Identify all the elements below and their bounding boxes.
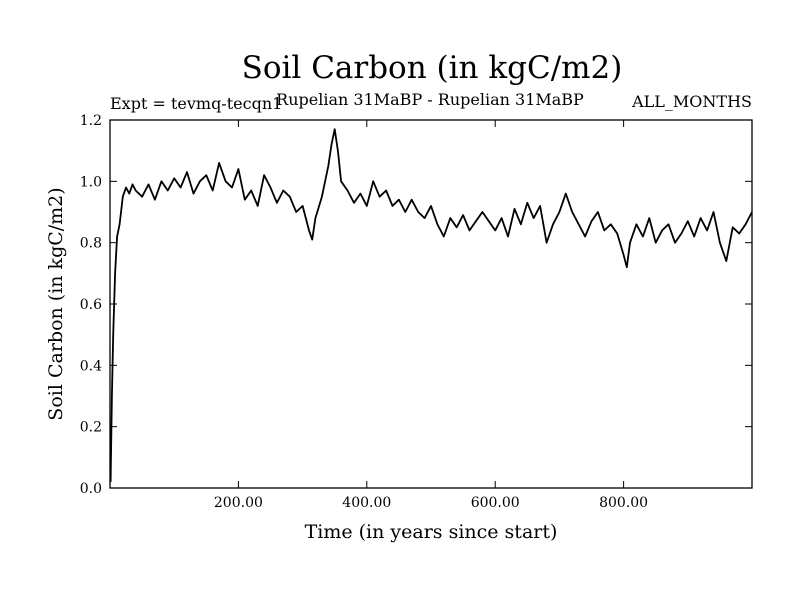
x-tick-label: 400.00 (342, 495, 391, 511)
experiment-label: Expt = tevmq-tecqn1 (110, 94, 282, 113)
y-axis-ticks: 0.0 0.2 0.4 0.6 0.8 1.0 1.2 (80, 113, 752, 497)
y-tick-label: 1.0 (80, 174, 102, 190)
y-tick-label: 0.4 (80, 358, 102, 374)
x-tick-label: 200.00 (214, 495, 263, 511)
chart-title: Soil Carbon (in kgC/m2) (242, 50, 623, 86)
x-tick-label: 800.00 (599, 495, 648, 511)
soil-carbon-series-line (109, 128, 753, 482)
y-tick-label: 1.2 (80, 113, 102, 129)
y-tick-label: 0.2 (80, 420, 102, 436)
y-axis-label: Soil Carbon (in kgC/m2) (45, 187, 67, 420)
period-label: ALL_MONTHS (631, 92, 752, 111)
x-axis-ticks: 200.00 400.00 600.00 800.00 (214, 120, 648, 511)
y-tick-label: 0.0 (80, 481, 102, 497)
x-axis-label: Time (in years since start) (305, 521, 558, 543)
y-tick-label: 0.6 (80, 297, 102, 313)
x-tick-label: 600.00 (471, 495, 520, 511)
chart-subtitle: Rupelian 31MaBP - Rupelian 31MaBP (276, 90, 584, 109)
y-tick-label: 0.8 (80, 236, 102, 252)
